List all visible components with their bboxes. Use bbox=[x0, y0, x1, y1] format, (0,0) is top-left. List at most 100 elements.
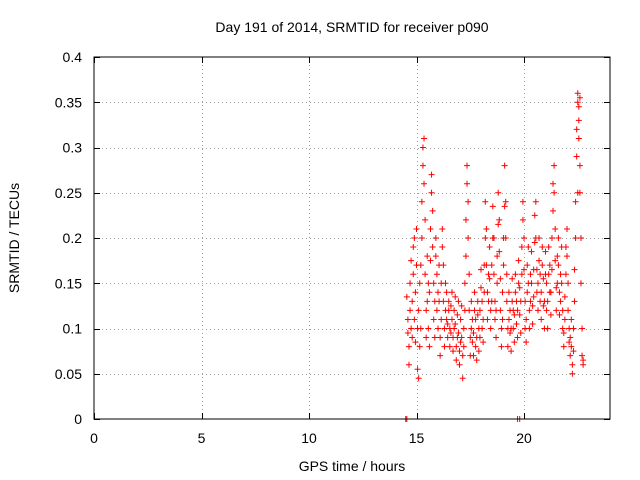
data-point bbox=[424, 298, 431, 305]
data-point bbox=[433, 271, 440, 278]
y-tick-label: 0.2 bbox=[63, 230, 83, 246]
data-point bbox=[416, 343, 423, 350]
data-point bbox=[500, 262, 507, 269]
data-point bbox=[479, 298, 486, 305]
data-point bbox=[545, 244, 552, 251]
data-point bbox=[560, 330, 567, 337]
data-point bbox=[466, 271, 473, 278]
data-point bbox=[405, 343, 412, 350]
data-point bbox=[574, 99, 581, 106]
data-point bbox=[574, 90, 581, 97]
data-point bbox=[498, 325, 505, 332]
data-point bbox=[579, 352, 586, 359]
data-point bbox=[508, 348, 515, 355]
data-point bbox=[479, 325, 486, 332]
data-point bbox=[528, 248, 535, 255]
data-point bbox=[547, 289, 554, 296]
data-point bbox=[571, 266, 578, 273]
data-point bbox=[441, 325, 448, 332]
data-point bbox=[462, 216, 469, 223]
data-point bbox=[424, 253, 431, 260]
data-point bbox=[548, 266, 555, 273]
data-point bbox=[527, 271, 534, 278]
data-point bbox=[503, 271, 510, 278]
data-point bbox=[465, 235, 472, 241]
data-point bbox=[468, 325, 475, 332]
data-point bbox=[455, 330, 462, 337]
data-point bbox=[524, 262, 531, 269]
data-point bbox=[493, 334, 500, 341]
data-point bbox=[553, 284, 560, 291]
data-point bbox=[415, 375, 422, 382]
data-point bbox=[419, 144, 426, 151]
data-point bbox=[443, 316, 450, 323]
data-point bbox=[565, 307, 572, 314]
data-point bbox=[411, 316, 418, 323]
data-point bbox=[576, 162, 583, 169]
data-point bbox=[417, 262, 424, 269]
data-point bbox=[572, 235, 579, 241]
data-point bbox=[412, 289, 419, 296]
data-point bbox=[475, 348, 482, 355]
data-point bbox=[544, 325, 551, 332]
data-point bbox=[555, 262, 562, 269]
data-point bbox=[452, 320, 459, 327]
data-point bbox=[501, 203, 508, 210]
x-axis-label: GPS time / hours bbox=[299, 458, 406, 474]
data-point bbox=[509, 275, 516, 282]
data-point bbox=[569, 361, 576, 368]
data-point bbox=[531, 212, 538, 219]
data-point bbox=[524, 289, 531, 296]
data-point bbox=[529, 320, 536, 327]
data-point bbox=[551, 189, 558, 196]
data-point bbox=[564, 253, 570, 260]
data-point bbox=[527, 298, 534, 305]
data-point bbox=[556, 311, 563, 318]
data-point bbox=[464, 162, 471, 169]
data-point bbox=[576, 94, 583, 101]
data-point bbox=[448, 316, 455, 323]
data-point bbox=[437, 334, 444, 341]
data-point bbox=[407, 307, 414, 314]
data-point bbox=[451, 325, 458, 332]
data-point bbox=[410, 244, 417, 251]
y-axis-label: SRMTID / TECUs bbox=[6, 183, 22, 293]
data-point bbox=[412, 339, 419, 346]
data-point bbox=[404, 330, 411, 337]
x-tick-labels: 0 5 10 15 20 bbox=[90, 430, 532, 446]
data-point bbox=[489, 203, 496, 210]
data-point bbox=[448, 289, 455, 296]
data-point bbox=[490, 235, 497, 241]
data-point bbox=[537, 271, 544, 278]
data-point bbox=[486, 275, 493, 282]
data-point bbox=[562, 244, 569, 251]
data-point bbox=[526, 325, 533, 332]
data-point bbox=[536, 257, 543, 264]
data-point bbox=[523, 339, 530, 346]
data-point bbox=[499, 316, 506, 323]
data-point bbox=[447, 302, 454, 309]
data-point bbox=[488, 262, 495, 269]
data-point bbox=[441, 343, 448, 350]
data-point bbox=[425, 325, 432, 332]
data-point bbox=[453, 357, 460, 364]
data-point bbox=[476, 334, 483, 341]
data-point bbox=[447, 330, 454, 337]
data-point bbox=[413, 225, 420, 232]
data-point bbox=[482, 235, 489, 241]
data-point bbox=[561, 316, 568, 323]
y-tick-label: 0.3 bbox=[63, 140, 83, 156]
data-point bbox=[504, 343, 511, 350]
data-point bbox=[496, 248, 503, 255]
data-point bbox=[438, 316, 445, 323]
data-point bbox=[566, 339, 573, 346]
data-point bbox=[409, 334, 416, 341]
data-point bbox=[550, 180, 557, 187]
data-point bbox=[471, 289, 478, 296]
data-point bbox=[456, 361, 463, 368]
data-point bbox=[470, 330, 477, 337]
data-point bbox=[444, 320, 451, 327]
data-point bbox=[444, 334, 451, 341]
data-point bbox=[557, 271, 564, 278]
data-point bbox=[454, 311, 461, 318]
